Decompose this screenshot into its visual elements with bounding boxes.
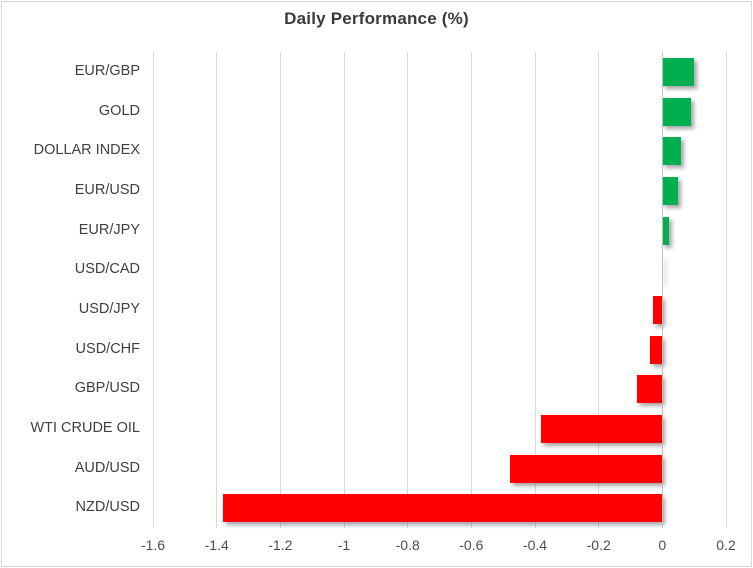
x-tick-label--0.2: -0.2 [586,537,611,553]
category-label-dollar-index: DOLLAR INDEX [33,142,140,159]
category-label-usd-chf: USD/CHF [75,340,140,357]
gridline--1 [343,52,345,528]
x-tick-label--0.6: -0.6 [459,537,484,553]
category-label-aud-usd: AUD/USD [74,459,140,476]
category-label-nzd-usd: NZD/USD [75,499,140,516]
bar-gbp-usd [636,375,663,404]
x-tick-label--0.4: -0.4 [522,537,548,553]
bar-aud-usd [509,454,663,483]
bar-usd-cad [662,256,664,285]
x-tick-label--0.8: -0.8 [395,537,420,553]
bar-eur-gbp [662,57,695,86]
category-label-eur-gbp: EUR/GBP [74,63,140,79]
bar-dollar-index [662,137,682,166]
category-label-eur-jpy: EUR/JPY [78,221,140,238]
x-tick-label--1.4: -1.4 [204,537,229,553]
category-label-wti-crude-oil: WTI CRUDE OIL [30,420,140,436]
bar-wti-crude-oil [541,414,663,443]
x-tick-label-0: 0 [658,537,667,553]
gridline--0.4 [534,52,536,528]
bar-gold [662,97,691,126]
bar-eur-usd [662,176,679,205]
chart-title: Daily Performance (%) [284,9,469,28]
category-label-gbp-usd: GBP/USD [74,380,140,397]
gridline--1.4 [216,52,218,528]
x-tick-label--1.6: -1.6 [140,537,166,553]
bar-nzd-usd [223,494,663,523]
category-label-usd-cad: USD/CAD [74,261,140,278]
value-axis-tick-labels: -1.6 -1.4 -1.2 -1 -0.8 -0.6 -0.4 -0.2 0 0.2 [141,537,736,557]
bar-eur-jpy [662,216,669,245]
gridline--1.6 [152,52,154,528]
gridline-0.2 [725,52,727,528]
gridline--0.2 [598,52,600,528]
gridline--1.2 [279,52,281,528]
category-label-eur-usd: EUR/USD [74,182,140,198]
gridline--0.8 [407,52,409,528]
zero-axis-line [661,52,663,528]
x-tick-label--1: -1 [337,537,351,553]
category-label-gold: GOLD [98,102,140,119]
gridline--0.6 [470,52,472,528]
plot-area [152,52,727,528]
x-tick-label--1.2: -1.2 [268,537,293,553]
bar-usd-chf [649,335,663,364]
category-label-usd-jpy: USD/JPY [78,301,140,317]
category-axis-labels: EUR/GBP GOLD DOLLAR INDEX EUR/USD EUR/JPY USD… [2,52,140,528]
bar-usd-jpy [652,295,663,324]
x-tick-label-0.2: 0.2 [716,537,736,553]
